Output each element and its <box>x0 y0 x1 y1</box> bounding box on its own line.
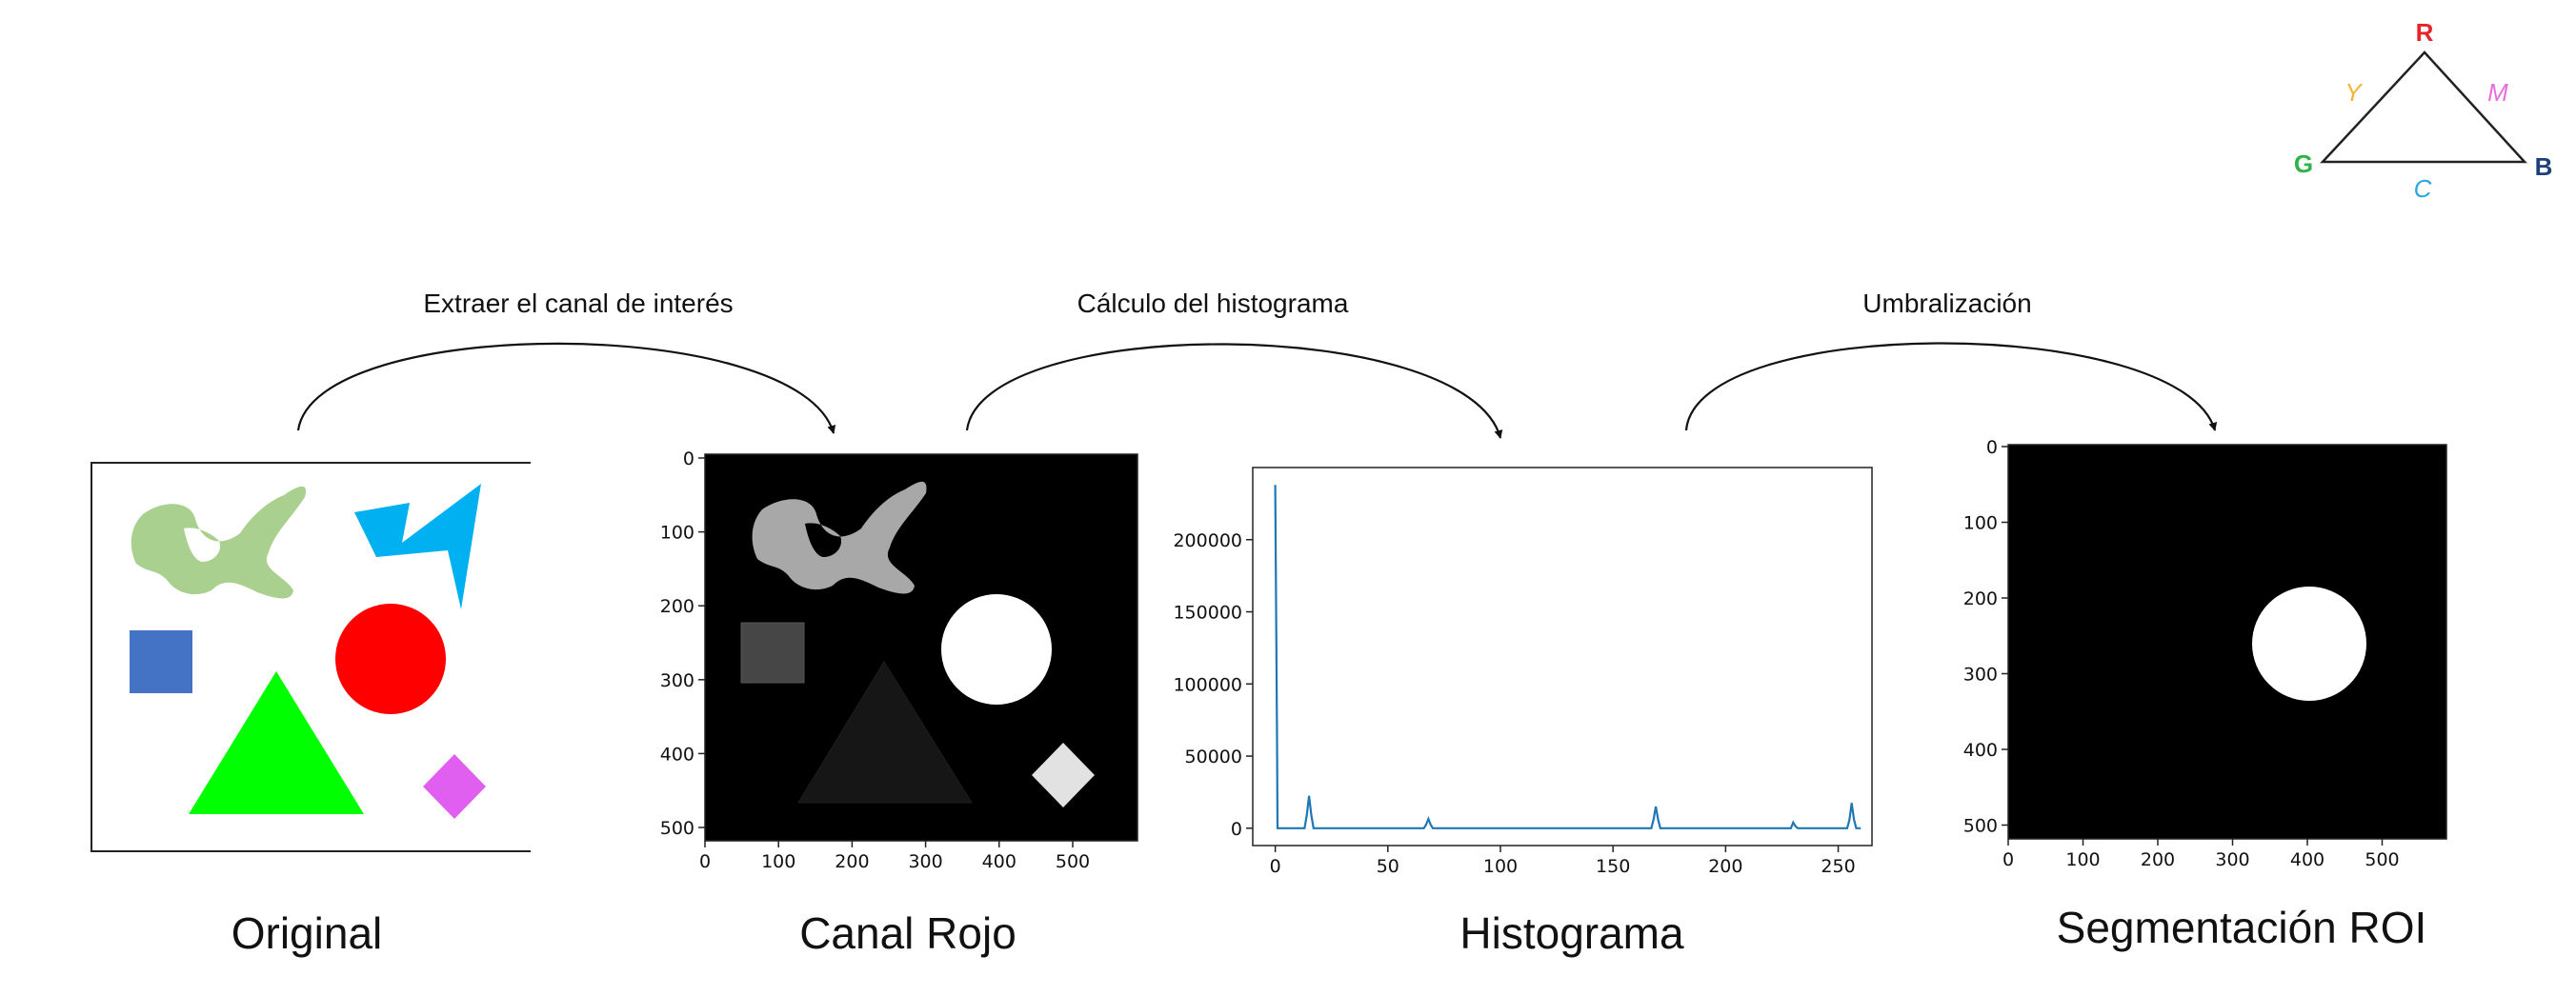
step-2-label: Cálculo del histograma <box>1077 289 1349 318</box>
caption-segmentation: Segmentación ROI <box>2057 903 2427 952</box>
original-frame-right-gap <box>527 464 533 850</box>
vertex-g-label: G <box>2294 149 2313 178</box>
red-channel-y-tick-label: 300 <box>660 670 694 691</box>
caption-histogram: Histograma <box>1459 908 1684 958</box>
red-channel-y-tick-label: 0 <box>683 448 694 469</box>
segmentation-x-tick-label: 0 <box>2002 849 2014 870</box>
rgb-triangle-diagram: R G B Y M C <box>2294 18 2553 203</box>
step-1-label: Extraer el canal de interés <box>423 289 733 318</box>
histogram-plot-area <box>1252 467 1873 847</box>
histogram-y-tick-label: 0 <box>1231 819 1242 840</box>
segmentation-y-tick-label: 0 <box>1986 437 1998 458</box>
histogram-y-tick-label: 50000 <box>1185 747 1242 767</box>
edge-c-label: C <box>2414 174 2432 203</box>
segmentation-x-tick-label: 400 <box>2290 849 2324 870</box>
square-shape <box>130 630 192 693</box>
step-3-label: Umbralización <box>1862 289 2031 318</box>
diamond-shape <box>423 754 486 819</box>
triangle-shape <box>189 671 364 814</box>
red-channel-y-tick-label: 400 <box>660 744 694 765</box>
segmentation-x-tick-label: 200 <box>2141 849 2175 870</box>
histogram-x-tick-label: 150 <box>1596 856 1630 877</box>
segmentation-circle <box>2252 587 2366 701</box>
red-channel-x-tick-label: 0 <box>699 851 711 872</box>
step-2-arrow <box>965 343 1503 439</box>
red-channel-y-tick-label: 200 <box>660 596 694 617</box>
red-channel-x-tick-label: 200 <box>835 851 869 872</box>
segmentation-x-tick-label: 500 <box>2365 849 2399 870</box>
step-3-arrow <box>1684 342 2218 431</box>
histogram-y-tick-label: 150000 <box>1173 603 1242 624</box>
original-image <box>91 462 533 852</box>
blob-shape <box>131 486 307 599</box>
red-channel-x-tick-label: 100 <box>761 851 795 872</box>
histogram-series-line <box>1274 485 1862 829</box>
red-channel-triangle <box>797 661 973 804</box>
segmentation-x-tick-label: 100 <box>2065 849 2100 870</box>
red-channel-blob <box>752 481 927 594</box>
histogram-y-tick-label: 100000 <box>1173 674 1242 695</box>
histogram-x-tick-label: 50 <box>1377 856 1399 877</box>
segmentation-y-tick-label: 200 <box>1963 588 1998 609</box>
red-channel-x-tick-label: 300 <box>908 851 942 872</box>
caption-red-channel: Canal Rojo <box>799 908 1016 958</box>
segmentation-y-tick-label: 300 <box>1963 665 1998 686</box>
red-channel-circle <box>941 594 1052 705</box>
red-channel-y-tick-label: 500 <box>660 818 694 839</box>
step-1-arrow <box>296 342 836 434</box>
histogram-x-tick-label: 0 <box>1270 856 1281 877</box>
segmentation-background <box>2007 444 2447 840</box>
red-channel-y-tick-label: 100 <box>660 523 694 544</box>
vertex-b-label: B <box>2535 152 2553 181</box>
histogram-axes: 0 50 100 150 200 250 0 50000 100000 150000 200000 <box>1173 530 1855 877</box>
red-channel-x-tick-label: 400 <box>982 851 1016 872</box>
red-channel-square <box>740 622 805 684</box>
circle-shape <box>335 604 446 714</box>
rgb-triangle-shape <box>2320 50 2527 164</box>
histogram-x-tick-label: 100 <box>1483 856 1518 877</box>
red-channel-x-tick-label: 500 <box>1056 851 1090 872</box>
edge-m-label: M <box>2487 78 2508 107</box>
segmentation-x-tick-label: 300 <box>2215 849 2249 870</box>
segmentation-y-tick-label: 100 <box>1963 513 1998 534</box>
segmentation-y-tick-label: 400 <box>1963 740 1998 761</box>
vertex-r-label: R <box>2416 18 2434 47</box>
histogram-x-tick-label: 200 <box>1708 856 1742 877</box>
segmentation-y-tick-label: 500 <box>1963 816 1998 837</box>
histogram-chart: 0 50 100 150 200 250 0 50000 100000 150000 200000 <box>1173 467 1873 877</box>
histogram-x-tick-label: 250 <box>1821 856 1855 877</box>
red-channel-diamond <box>1032 743 1095 807</box>
edge-y-label: Y <box>2345 78 2363 107</box>
lightning-shape <box>354 484 481 609</box>
histogram-y-tick-label: 200000 <box>1173 530 1242 551</box>
caption-original: Original <box>231 908 383 958</box>
